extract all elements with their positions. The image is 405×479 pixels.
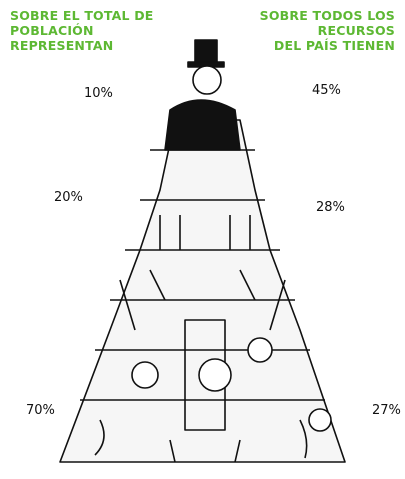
header-line: POBLACIÓN: [10, 23, 154, 38]
header-line: RECURSOS: [260, 23, 395, 38]
left-header: SOBRE EL TOTAL DE POBLACIÓN REPRESENTAN: [10, 8, 154, 53]
header-line: REPRESENTAN: [10, 38, 154, 53]
right-header: SOBRE TODOS LOS RECURSOS DEL PAÍS TIENEN: [260, 8, 395, 53]
header-line: SOBRE EL TOTAL DE: [10, 8, 154, 23]
population-share: 10%: [84, 86, 113, 101]
header-line: DEL PAÍS TIENEN: [260, 38, 395, 53]
resources-share: 27%: [372, 403, 401, 418]
population-share: 70%: [26, 403, 55, 418]
resources-share: 45%: [312, 83, 341, 98]
page: SOBRE EL TOTAL DE POBLACIÓN REPRESENTAN …: [0, 0, 405, 479]
population-share: 20%: [54, 190, 83, 205]
resources-share: 28%: [316, 200, 345, 215]
header-line: SOBRE TODOS LOS: [260, 8, 395, 23]
pyramid-illustration: [0, 0, 405, 479]
